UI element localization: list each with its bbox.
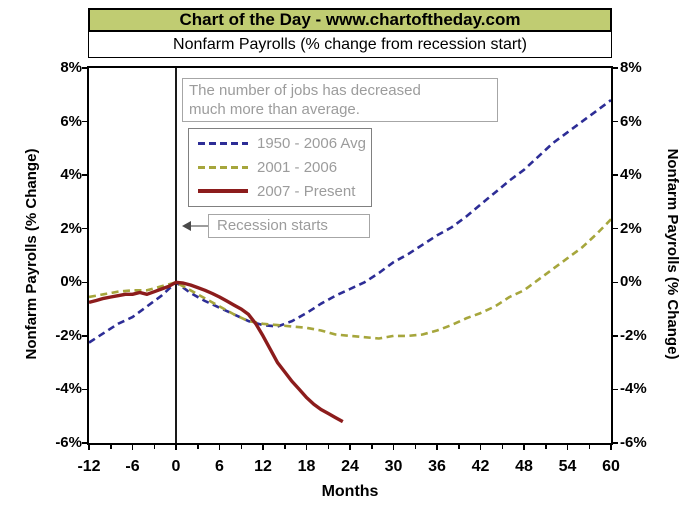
legend-label: 2001 - 2006 xyxy=(257,158,338,176)
y-tick-mark-right xyxy=(613,227,618,230)
recession-callout-box: Recession starts xyxy=(208,214,370,238)
y-tick-mark-right xyxy=(613,442,618,444)
y-tick-label-right: -2% xyxy=(620,326,647,344)
x-minor-tick-mark xyxy=(588,445,590,449)
x-minor-tick-mark xyxy=(327,445,329,449)
recession-arrow-shaft xyxy=(191,225,208,227)
page-title: Chart of the Day - www.chartoftheday.com xyxy=(179,10,521,29)
x-tick-mark xyxy=(218,445,221,450)
y-tick-mark-right xyxy=(613,120,618,123)
x-tick-label: 30 xyxy=(384,458,403,475)
y-tick-mark-left xyxy=(82,120,87,123)
y-tick-mark-left xyxy=(82,281,87,284)
x-tick-mark xyxy=(349,445,351,450)
x-tick-mark xyxy=(479,445,482,450)
x-minor-tick-mark xyxy=(458,445,460,449)
solid-line-icon xyxy=(198,189,248,193)
x-tick-label: 48 xyxy=(515,458,533,475)
x-tick-label: -12 xyxy=(77,458,101,475)
plot-area xyxy=(87,66,613,445)
x-minor-tick-mark xyxy=(545,445,547,449)
x-tick-mark xyxy=(175,445,177,450)
y-tick-label-right: 0% xyxy=(620,273,642,291)
legend-item: 1950 - 2006 Avg xyxy=(189,133,371,155)
plot-svg xyxy=(89,68,611,443)
y-tick-mark-right xyxy=(613,281,618,284)
y-tick-label-right: 2% xyxy=(620,219,642,237)
dashed-line-icon xyxy=(198,165,248,169)
x-tick-mark xyxy=(610,445,612,450)
y-tick-mark-left xyxy=(82,227,87,230)
series-2007-present xyxy=(89,280,344,424)
x-tick-mark xyxy=(88,445,90,450)
x-tick-label: 60 xyxy=(602,458,620,475)
y-tick-mark-right xyxy=(613,335,618,337)
y-tick-label-left: 4% xyxy=(60,166,82,184)
annotation-text-line1: The number of jobs has decreased xyxy=(189,82,421,99)
x-minor-tick-mark xyxy=(371,445,373,449)
x-tick-label: 18 xyxy=(297,458,316,475)
x-tick-label: 36 xyxy=(428,458,446,475)
y-tick-label-left: 8% xyxy=(60,59,82,76)
x-minor-tick-mark xyxy=(284,445,286,449)
y-tick-label-right: -4% xyxy=(620,380,647,398)
x-tick-mark xyxy=(305,445,308,450)
x-minor-tick-mark xyxy=(414,445,416,449)
chart-subtitle: Nonfarm Payrolls (% change from recessio… xyxy=(173,35,527,53)
x-minor-tick-mark xyxy=(240,445,242,449)
dashed-line-icon xyxy=(198,142,248,146)
y-tick-label-right: 6% xyxy=(620,112,642,130)
legend-item: 2001 - 2006 xyxy=(189,156,371,178)
x-tick-mark xyxy=(523,445,525,450)
x-minor-tick-mark xyxy=(501,445,503,449)
x-tick-label: 0 xyxy=(171,458,181,475)
x-tick-label: 42 xyxy=(471,458,490,475)
y-tick-label-left: 2% xyxy=(60,219,82,237)
y-tick-label-left: -2% xyxy=(55,326,82,344)
left-arrow-icon xyxy=(182,221,191,231)
x-tick-mark xyxy=(392,445,395,450)
y-tick-label-right: -6% xyxy=(620,434,647,451)
x-tick-mark xyxy=(566,445,569,450)
y-tick-mark-left xyxy=(82,388,87,391)
x-tick-label: 6 xyxy=(215,458,224,475)
x-tick-label: 12 xyxy=(254,458,272,475)
x-minor-tick-mark xyxy=(197,445,199,449)
legend-label: 1950 - 2006 Avg xyxy=(257,135,366,153)
y-tick-label-left: -4% xyxy=(55,380,82,398)
x-tick-mark xyxy=(262,445,264,450)
y-tick-mark-left xyxy=(82,67,87,69)
x-tick-label: 54 xyxy=(558,458,577,475)
y-tick-mark-left xyxy=(82,335,87,337)
y-tick-mark-right xyxy=(613,174,618,176)
y-tick-label-right: 8% xyxy=(620,59,642,76)
legend-box: 1950 - 2006 Avg 2001 - 2006 2007 - Present xyxy=(188,128,372,207)
x-minor-tick-mark xyxy=(110,445,112,449)
annotation-text-line2: much more than average. xyxy=(189,101,360,118)
y-tick-label-left: 6% xyxy=(60,112,82,130)
legend-item: 2007 - Present xyxy=(189,180,371,202)
title-bar: Chart of the Day - www.chartoftheday.com xyxy=(88,8,612,32)
subtitle-bar: Nonfarm Payrolls (% change from recessio… xyxy=(88,32,612,58)
y-tick-label-left: 0% xyxy=(60,273,82,291)
y-tick-mark-left xyxy=(82,174,87,176)
legend-label: 2007 - Present xyxy=(257,182,356,200)
x-minor-tick-mark xyxy=(153,445,155,449)
y-tick-mark-right xyxy=(613,388,618,391)
x-tick-mark xyxy=(131,445,134,450)
x-tick-mark xyxy=(436,445,438,450)
y-tick-mark-right xyxy=(613,67,618,69)
y-tick-mark-left xyxy=(82,442,87,444)
y-tick-label-right: 4% xyxy=(620,166,642,184)
y-tick-label-left: -6% xyxy=(55,434,82,451)
recession-callout-label: Recession starts xyxy=(217,217,328,234)
x-axis-label: Months xyxy=(321,483,379,500)
x-tick-label: -6 xyxy=(125,458,140,475)
annotation-box: The number of jobs has decreased much mo… xyxy=(182,78,498,122)
x-tick-label: 24 xyxy=(341,458,359,475)
